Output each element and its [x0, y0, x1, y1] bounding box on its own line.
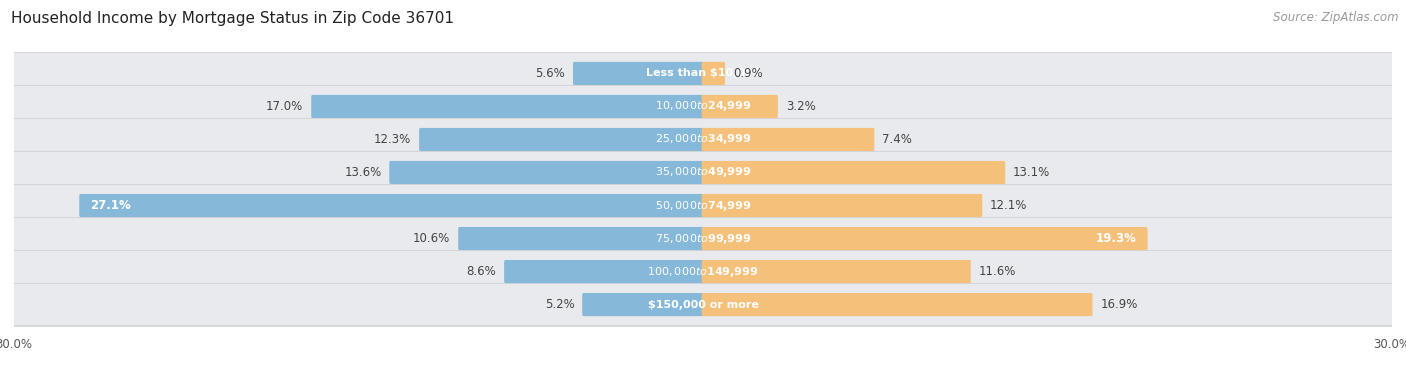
Text: $25,000 to $34,999: $25,000 to $34,999: [655, 132, 751, 146]
Text: $10,000 to $24,999: $10,000 to $24,999: [655, 99, 751, 113]
Text: 8.6%: 8.6%: [467, 265, 496, 278]
Text: 11.6%: 11.6%: [979, 265, 1017, 278]
FancyBboxPatch shape: [11, 250, 1395, 293]
FancyBboxPatch shape: [505, 260, 704, 283]
FancyBboxPatch shape: [79, 194, 704, 217]
FancyBboxPatch shape: [11, 217, 1395, 260]
FancyBboxPatch shape: [11, 284, 1395, 326]
Text: 0.9%: 0.9%: [733, 67, 762, 80]
FancyBboxPatch shape: [702, 293, 1092, 316]
Text: 19.3%: 19.3%: [1097, 232, 1137, 245]
FancyBboxPatch shape: [702, 161, 1005, 184]
Text: Household Income by Mortgage Status in Zip Code 36701: Household Income by Mortgage Status in Z…: [11, 11, 454, 26]
FancyBboxPatch shape: [11, 52, 1395, 94]
Text: 13.6%: 13.6%: [344, 166, 381, 179]
Text: $100,000 to $149,999: $100,000 to $149,999: [647, 265, 759, 279]
Text: $150,000 or more: $150,000 or more: [648, 300, 758, 310]
FancyBboxPatch shape: [574, 62, 704, 85]
Text: 13.1%: 13.1%: [1012, 166, 1050, 179]
FancyBboxPatch shape: [582, 293, 704, 316]
FancyBboxPatch shape: [702, 95, 778, 118]
FancyBboxPatch shape: [702, 194, 983, 217]
Text: 10.6%: 10.6%: [413, 232, 450, 245]
Text: Source: ZipAtlas.com: Source: ZipAtlas.com: [1274, 11, 1399, 24]
FancyBboxPatch shape: [419, 128, 704, 151]
Text: 16.9%: 16.9%: [1101, 298, 1137, 311]
FancyBboxPatch shape: [11, 151, 1395, 194]
Text: $35,000 to $49,999: $35,000 to $49,999: [655, 166, 751, 180]
Text: 17.0%: 17.0%: [266, 100, 304, 113]
Text: 12.1%: 12.1%: [990, 199, 1028, 212]
Text: 5.6%: 5.6%: [536, 67, 565, 80]
Text: 27.1%: 27.1%: [90, 199, 131, 212]
Text: 12.3%: 12.3%: [374, 133, 412, 146]
Text: 7.4%: 7.4%: [882, 133, 912, 146]
FancyBboxPatch shape: [702, 62, 725, 85]
FancyBboxPatch shape: [11, 184, 1395, 227]
Text: $75,000 to $99,999: $75,000 to $99,999: [655, 232, 751, 246]
FancyBboxPatch shape: [702, 128, 875, 151]
Text: $50,000 to $74,999: $50,000 to $74,999: [655, 198, 751, 212]
FancyBboxPatch shape: [458, 227, 704, 250]
Text: 3.2%: 3.2%: [786, 100, 815, 113]
FancyBboxPatch shape: [702, 260, 970, 283]
Text: Less than $10,000: Less than $10,000: [645, 68, 761, 78]
FancyBboxPatch shape: [11, 85, 1395, 128]
FancyBboxPatch shape: [389, 161, 704, 184]
FancyBboxPatch shape: [11, 118, 1395, 161]
Text: 5.2%: 5.2%: [544, 298, 575, 311]
FancyBboxPatch shape: [702, 227, 1147, 250]
FancyBboxPatch shape: [311, 95, 704, 118]
